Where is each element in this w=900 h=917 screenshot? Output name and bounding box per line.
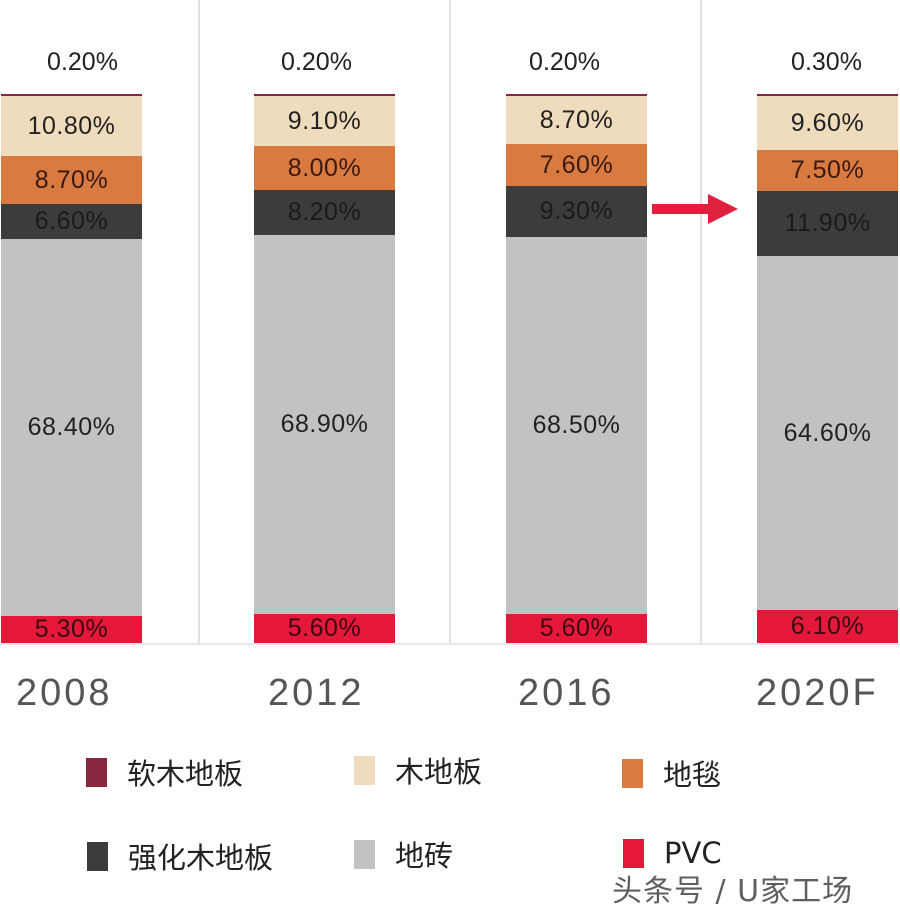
segment-value: 5.60% [287,614,362,642]
bar-2016: 8.70% 7.60% 9.30% 68.50% 5.60% [506,94,647,643]
segment-pvc: 6.10% [757,610,898,643]
segment-cork [254,94,395,96]
legend-item-laminate: 强化木地板 [87,835,273,877]
segment-value: 5.60% [539,614,614,642]
column-divider [198,0,200,645]
segment-cork [1,94,142,96]
legend-label: 地毯 [663,758,722,792]
column-divider [700,0,702,645]
segment-pvc: 5.60% [254,614,395,643]
x-axis-label: 2012 [268,672,365,714]
segment-value: 68.50% [532,411,621,439]
segment-cork [757,94,898,96]
segment-carpet: 8.70% [1,156,142,204]
segment-carpet: 7.50% [757,150,898,191]
segment-laminate: 6.60% [1,204,142,239]
segment-cork [506,94,647,96]
segment-value: 10.80% [27,111,116,140]
legend-swatch [354,839,375,869]
segment-value: 68.40% [27,413,116,441]
segment-value: 9.30% [539,197,614,225]
legend-item-tile: 地砖 [354,833,453,875]
segment-value: 7.60% [539,150,614,179]
segment-value: 7.50% [790,156,865,184]
segment-pvc: 5.30% [1,615,142,643]
bar-2020f: 9.60% 7.50% 11.90% 64.60% 6.10% [757,94,898,643]
x-axis-label: 2020F [756,672,879,714]
cork-value-label: 0.20% [281,48,352,76]
segment-value: 11.90% [784,209,871,237]
cork-value-label: 0.20% [529,48,600,76]
trend-arrow-icon [652,194,738,224]
legend-label: 地砖 [395,839,454,873]
segment-value: 8.70% [539,105,614,134]
segment-carpet: 8.00% [254,146,395,190]
segment-value: 8.70% [34,165,109,194]
legend-label: 软木地板 [127,757,244,791]
cork-value-label: 0.20% [47,48,118,76]
legend-swatch [354,755,375,785]
segment-value: 5.30% [34,615,109,643]
segment-tile: 68.40% [1,239,142,616]
legend-swatch [623,838,644,868]
segment-value: 8.00% [287,153,362,182]
x-axis-label: 2008 [16,672,113,714]
segment-value: 68.90% [280,410,369,438]
legend-item-cork: 软木地板 [86,751,243,793]
segment-value: 6.60% [34,207,109,235]
cork-value-label: 0.30% [791,48,862,76]
legend-item-wood: 木地板 [354,749,482,791]
bar-2008: 10.80% 8.70% 6.60% 68.40% 5.30% [1,94,142,643]
column-divider [449,0,451,645]
segment-value: 64.60% [783,418,872,447]
legend-item-carpet: 地毯 [622,752,721,794]
x-axis-label: 2016 [518,672,615,714]
segment-tile: 68.50% [506,237,647,614]
segment-wood: 8.70% [506,96,647,144]
bar-2012: 9.10% 8.00% 8.20% 68.90% 5.60% [254,94,395,643]
legend-label: PVC [664,836,722,870]
segment-laminate: 9.30% [506,186,647,237]
segment-value: 9.60% [790,108,865,137]
segment-wood: 9.60% [757,96,898,150]
legend-swatch [622,758,643,788]
legend-item-pvc: PVC [623,836,722,870]
legend-swatch [87,841,108,871]
legend-label: 强化木地板 [128,841,274,875]
segment-wood: 9.10% [254,96,395,146]
watermark: 头条号 / U家工场 [612,874,854,909]
segment-wood: 10.80% [1,96,142,156]
segment-value: 6.10% [790,612,865,640]
segment-value: 9.10% [287,106,362,135]
segment-value: 8.20% [287,198,362,226]
segment-tile: 64.60% [757,256,898,610]
segment-carpet: 7.60% [506,144,647,186]
legend-swatch [86,757,107,787]
legend-label: 木地板 [395,755,483,789]
chart-baseline [0,643,900,645]
segment-laminate: 11.90% [757,191,898,256]
segment-tile: 68.90% [254,235,395,614]
segment-pvc: 5.60% [506,614,647,643]
segment-laminate: 8.20% [254,190,395,235]
